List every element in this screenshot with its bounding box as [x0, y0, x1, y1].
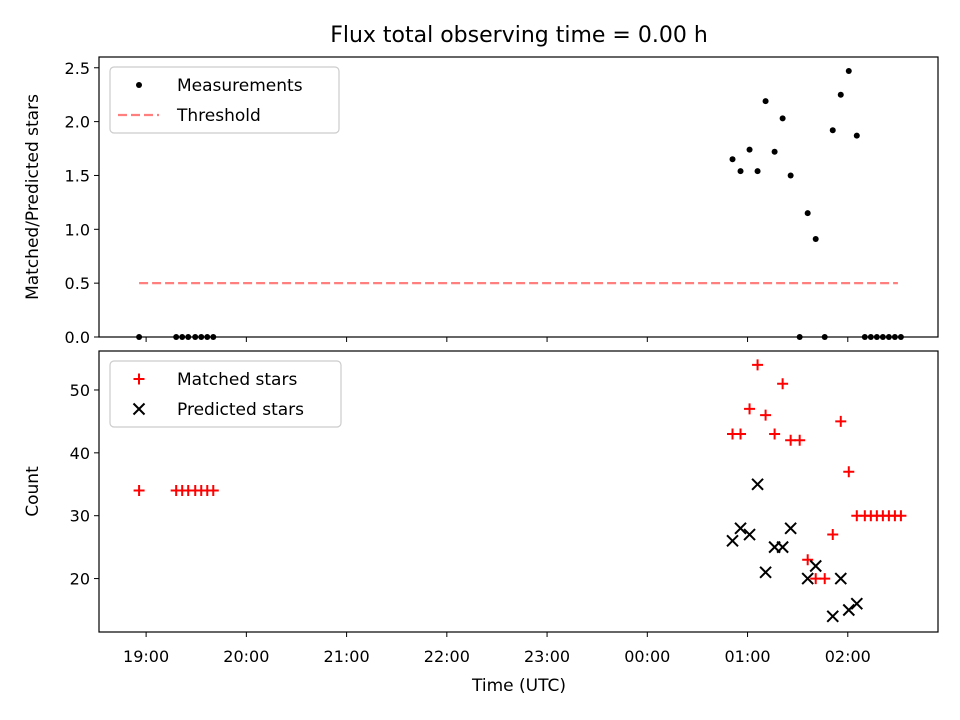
legend-entry: Predicted stars — [132, 400, 304, 420]
data-point — [735, 428, 747, 440]
x-tick-label: 01:00 — [724, 647, 770, 666]
legend-label: Predicted stars — [177, 400, 304, 420]
data-point — [726, 534, 739, 548]
data-point — [743, 528, 756, 541]
data-point — [776, 540, 789, 554]
y-axis-label: Count — [23, 466, 43, 517]
data-point — [827, 529, 839, 541]
y-axis-label: Matched/Predicted stars — [23, 94, 43, 300]
y-tick-label: 50 — [70, 381, 90, 400]
data-point — [837, 91, 844, 98]
y-tick-label: 30 — [70, 507, 90, 526]
data-point — [784, 522, 797, 535]
plot-frame — [98, 350, 939, 633]
data-point — [843, 466, 855, 478]
x-tick-label: 22:00 — [424, 647, 470, 666]
data-point — [804, 210, 811, 217]
data-point — [895, 510, 907, 522]
legend-box — [109, 66, 340, 134]
data-point — [759, 566, 772, 579]
data-point — [751, 478, 764, 491]
legend-entry: Matched stars — [133, 370, 297, 390]
legend-entry: Threshold — [118, 106, 261, 126]
legend-swatch — [136, 82, 142, 88]
data-point — [734, 522, 747, 535]
data-point — [826, 610, 839, 623]
panel-1: 0.0 0.5 1.0 1.5 2.0 2.5 Matched/Predicted star… — [23, 56, 939, 347]
series-predicted-stars — [726, 478, 864, 623]
data-point — [746, 146, 753, 153]
data-point — [845, 68, 852, 74]
data-point — [207, 485, 219, 497]
x-tick-label: 20:00 — [223, 647, 269, 666]
legend-entry: Measurements — [136, 76, 303, 96]
x-tick-label: 02:00 — [825, 647, 871, 666]
plot-frame — [98, 56, 939, 338]
legend-label: Threshold — [176, 106, 261, 126]
series-matched-stars — [133, 359, 907, 585]
data-point — [769, 428, 781, 440]
data-point — [842, 603, 855, 617]
legend-swatch — [132, 402, 146, 416]
data-point — [771, 148, 778, 155]
y-tick-label: 2.0 — [65, 113, 90, 132]
x-tick-label: 19:00 — [123, 647, 169, 666]
data-point — [754, 168, 761, 175]
data-point — [729, 156, 736, 163]
legend-swatch — [133, 373, 145, 385]
legend-label: Matched stars — [177, 370, 297, 390]
x-tick-label: 23:00 — [524, 647, 570, 666]
data-point — [744, 403, 756, 415]
data-point — [850, 597, 864, 610]
legend: Measurements Threshold — [109, 66, 340, 134]
chart-title: Flux total observing time = 0.00 h — [330, 23, 708, 48]
data-point — [835, 415, 847, 427]
y-tick-label: 1.5 — [65, 166, 90, 185]
data-point — [779, 115, 786, 122]
data-point — [787, 172, 794, 179]
x-tick-label: 00:00 — [624, 647, 670, 666]
x-axis-label: Time (UTC) — [471, 676, 566, 696]
y-tick-label: 0.5 — [65, 274, 90, 293]
data-point — [752, 359, 764, 371]
data-point — [760, 409, 772, 421]
data-point — [829, 127, 836, 134]
chart-panels: 0.0 0.5 1.0 1.5 2.0 2.5 Matched/Predicted star… — [23, 56, 939, 666]
y-tick-label: 1.0 — [65, 220, 90, 239]
y-tick-label: 0.0 — [65, 328, 90, 347]
legend-box — [109, 360, 342, 428]
data-point — [812, 236, 819, 242]
data-point — [853, 132, 860, 139]
data-point — [762, 98, 769, 105]
y-tick-label: 20 — [70, 570, 90, 589]
panel-2: 20 30 40 50 19:00 20:00 21:00 22:00 23:00 00:00 01… — [23, 350, 939, 666]
y-tick-label: 2.5 — [65, 59, 90, 78]
data-point — [809, 559, 822, 573]
legend: Matched stars Predicted stars — [109, 360, 342, 428]
data-point — [777, 378, 789, 390]
y-tick-label: 40 — [70, 444, 90, 463]
legend-label: Measurements — [177, 76, 303, 96]
data-point — [133, 485, 145, 497]
x-tick-label: 21:00 — [324, 647, 370, 666]
data-point — [737, 168, 744, 175]
data-point — [802, 554, 814, 566]
data-point — [819, 573, 831, 585]
data-point — [794, 434, 806, 446]
data-point — [834, 572, 847, 585]
data-point — [801, 572, 814, 585]
